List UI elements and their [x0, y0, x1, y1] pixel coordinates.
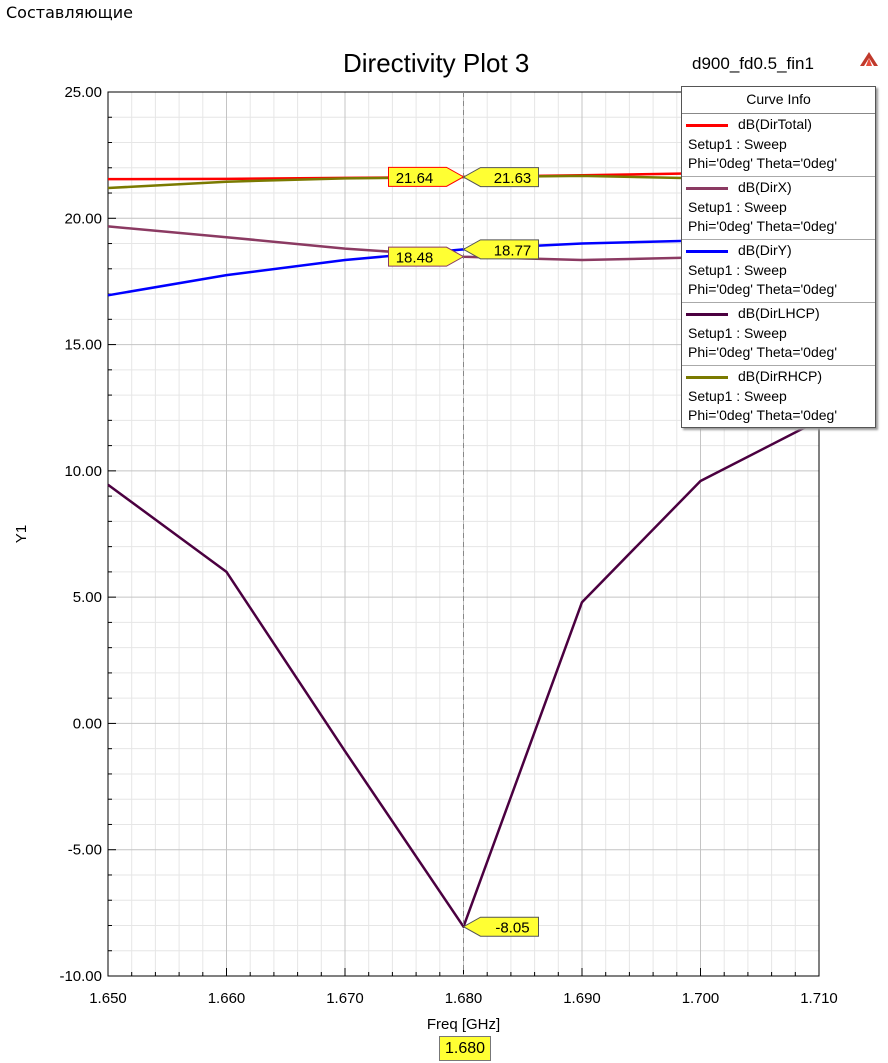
- marker-readout-value: 18.77: [494, 242, 532, 259]
- legend-title: Curve Info: [682, 87, 875, 114]
- marker-readout-value: -8.05: [495, 920, 529, 937]
- x-tick-label: 1.650: [89, 990, 127, 1007]
- marker-readout[interactable]: 21.64: [388, 166, 465, 187]
- x-tick-label: 1.690: [563, 990, 601, 1007]
- legend-setup: Setup1 : Sweep: [688, 262, 787, 278]
- marker-readout-value: 21.63: [494, 170, 532, 187]
- marker-readouts: 21.64 21.63 18.48 18.77 -8.05: [388, 166, 539, 937]
- page-label: Составляющие: [6, 3, 133, 22]
- legend-series-name: dB(DirRHCP): [738, 368, 822, 384]
- legend-entry-dirx[interactable]: dB(DirX) Setup1 : Sweep Phi='0deg' Theta…: [682, 177, 875, 240]
- legend-params: Phi='0deg' Theta='0deg': [688, 281, 838, 297]
- y-tick-label: 10.00: [64, 463, 102, 480]
- x-tick-label: 1.680: [445, 990, 483, 1007]
- x-marker-value[interactable]: 1.680: [439, 1036, 491, 1061]
- legend-params: Phi='0deg' Theta='0deg': [688, 155, 838, 171]
- marker-readout-value: 18.48: [396, 250, 434, 267]
- legend-swatch: [686, 187, 728, 190]
- y-tick-label: 5.00: [73, 589, 102, 606]
- y-tick-label: -10.00: [59, 968, 102, 985]
- y-tick-label: 0.00: [73, 715, 102, 732]
- legend-params: Phi='0deg' Theta='0deg': [688, 407, 838, 423]
- curve-info-legend[interactable]: Curve Info dB(DirTotal) Setup1 : Sweep P…: [681, 86, 876, 428]
- marker-readout[interactable]: 21.63: [462, 167, 539, 188]
- y-axis-ticks: -10.00 -5.00 0.00 5.00 10.00 15.00 20.00 25.00: [59, 84, 116, 985]
- legend-swatch: [686, 376, 728, 379]
- x-axis-label: Freq [GHz]: [427, 1016, 500, 1033]
- legend-params: Phi='0deg' Theta='0deg': [688, 218, 838, 234]
- x-tick-label: 1.710: [800, 990, 838, 1007]
- x-tick-label: 1.700: [682, 990, 720, 1007]
- legend-swatch: [686, 124, 728, 127]
- legend-setup: Setup1 : Sweep: [688, 136, 787, 152]
- y-axis-label: Y1: [13, 525, 30, 543]
- design-name: d900_fd0.5_fin1: [692, 54, 814, 73]
- legend-swatch: [686, 313, 728, 316]
- marker-readout-value: 21.64: [396, 170, 434, 187]
- legend-series-name: dB(DirX): [738, 179, 792, 195]
- marker-readout-box: [388, 166, 465, 187]
- legend-series-name: dB(DirTotal): [738, 116, 812, 132]
- marker-readout[interactable]: 18.48: [388, 246, 465, 267]
- legend-setup: Setup1 : Sweep: [688, 388, 787, 404]
- marker-readout-box: [462, 916, 539, 937]
- legend-series-name: dB(DirY): [738, 242, 792, 258]
- legend-params: Phi='0deg' Theta='0deg': [688, 344, 838, 360]
- y-tick-label: 25.00: [64, 84, 102, 101]
- legend-entry-dirlhcp[interactable]: dB(DirLHCP) Setup1 : Sweep Phi='0deg' Th…: [682, 303, 875, 366]
- marker-readout-box: [388, 246, 465, 267]
- legend-swatch: [686, 250, 728, 253]
- ansys-logo-icon: [860, 52, 878, 66]
- y-tick-label: 15.00: [64, 337, 102, 354]
- x-tick-label: 1.670: [326, 990, 364, 1007]
- marker-readout-box: [462, 167, 539, 188]
- y-tick-label: 20.00: [64, 210, 102, 227]
- legend-setup: Setup1 : Sweep: [688, 325, 787, 341]
- plot-title: Directivity Plot 3: [343, 48, 530, 78]
- marker-readout[interactable]: -8.05: [462, 916, 539, 937]
- y-tick-label: -5.00: [68, 842, 102, 859]
- legend-entry-dirtotal[interactable]: dB(DirTotal) Setup1 : Sweep Phi='0deg' T…: [682, 114, 875, 177]
- legend-setup: Setup1 : Sweep: [688, 199, 787, 215]
- legend-entry-dirrhcp[interactable]: dB(DirRHCP) Setup1 : Sweep Phi='0deg' Th…: [682, 366, 875, 428]
- legend-entry-diry[interactable]: dB(DirY) Setup1 : Sweep Phi='0deg' Theta…: [682, 240, 875, 303]
- x-tick-label: 1.660: [208, 990, 246, 1007]
- marker-readout-box: [462, 239, 539, 260]
- legend-series-name: dB(DirLHCP): [738, 305, 820, 321]
- x-axis-ticks: 1.650 1.660 1.670 1.680 1.690 1.700 1.710: [89, 968, 838, 1007]
- marker-readout[interactable]: 18.77: [462, 239, 539, 260]
